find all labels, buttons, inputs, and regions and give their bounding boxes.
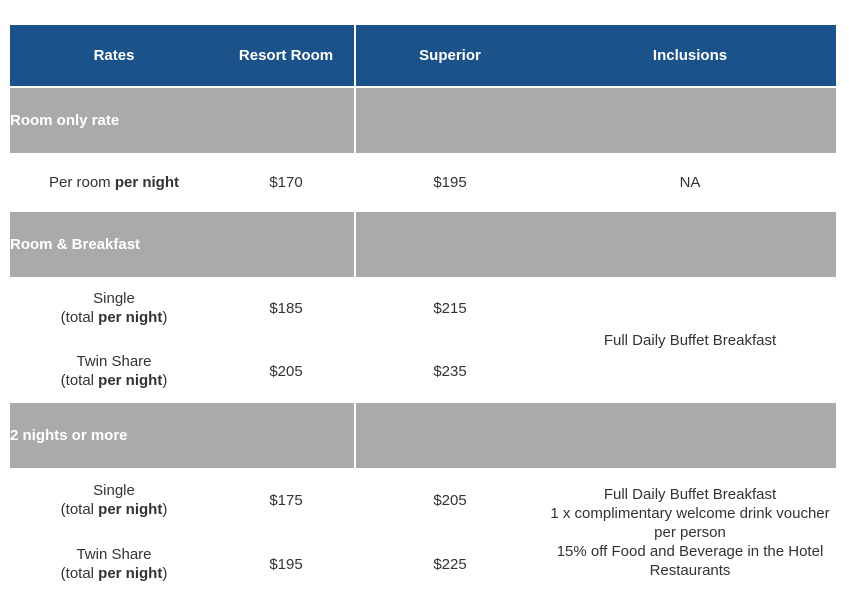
label-pre: (total <box>60 372 99 389</box>
label-bold: per night <box>98 501 163 518</box>
section-band-room-breakfast-empty <box>354 212 836 277</box>
cell-two-nights-twin-resort-rate: $195 <box>218 532 354 596</box>
cell-per-room-superior-rate: $195 <box>354 153 544 212</box>
label-bold: per night <box>98 565 163 582</box>
section-label-room-only: Room only rate <box>10 88 354 153</box>
header-cell-superior: Superior <box>354 25 544 88</box>
breakfast-single-line1: Single <box>93 290 135 307</box>
cell-two-nights-single-label: Single (total per night) <box>10 468 218 532</box>
label-bold: per night <box>98 372 163 389</box>
cell-two-nights-single-superior-rate: $205 <box>354 468 544 532</box>
cell-breakfast-twin-resort-rate: $205 <box>218 339 354 403</box>
row-breakfast-single: Single (total per night) $185 $215 Full … <box>10 277 836 403</box>
per-room-label-bold: per night <box>114 174 180 191</box>
label-pre: (total <box>60 309 99 326</box>
row-two-nights-single: Single (total per night) $175 $205 Full … <box>10 468 836 596</box>
label-pre: (total <box>60 501 99 518</box>
two-nights-inclusion-3: 15% off Food and Beverage in the Hotel R… <box>556 542 824 579</box>
table-header-row: Rates Resort Room Superior Inclusions <box>10 25 836 88</box>
breakfast-single-line2: (total per night) <box>10 308 218 327</box>
cell-breakfast-single-superior-rate: $215 <box>354 277 544 339</box>
cell-two-nights-twin-label: Twin Share (total per night) <box>10 532 218 596</box>
label-pre: (total <box>60 565 99 582</box>
header-cell-inclusions: Inclusions <box>544 25 836 88</box>
section-band-room-only-empty <box>354 88 836 153</box>
cell-per-room-resort-rate: $170 <box>218 153 354 212</box>
label-post: ) <box>162 565 168 582</box>
rates-table: Rates Resort Room Superior Inclusions Ro… <box>10 25 836 596</box>
cell-per-room-label: Per room per night <box>10 153 218 212</box>
section-label-two-nights: 2 nights or more <box>10 403 354 468</box>
section-band-room-only: Room only rate <box>10 88 836 153</box>
row-two-nights-twin: Twin Share (total per night) $195 $225 <box>10 532 836 596</box>
row-breakfast-twin: Twin Share (total per night) $205 $235 <box>10 339 836 403</box>
label-post: ) <box>162 501 168 518</box>
two-nights-inclusion-1: Full Daily Buffet Breakfast <box>603 485 777 503</box>
two-nights-single-line2: (total per night) <box>10 500 218 519</box>
section-band-room-breakfast: Room & Breakfast <box>10 212 836 277</box>
label-post: ) <box>162 372 168 389</box>
two-nights-inclusion-2: 1 x complimentary welcome drink voucher … <box>550 504 830 541</box>
per-room-label-regular: Per room <box>48 174 115 191</box>
section-label-room-breakfast: Room & Breakfast <box>10 212 354 277</box>
breakfast-twin-line2: (total per night) <box>10 371 218 390</box>
row-per-room: Per room per night $170 $195 NA <box>10 153 836 212</box>
two-nights-twin-line1: Twin Share <box>76 546 152 563</box>
breakfast-twin-line1: Twin Share <box>76 353 152 370</box>
two-nights-single-line1: Single <box>93 482 135 499</box>
header-cell-rates: Rates <box>10 25 218 88</box>
cell-breakfast-twin-superior-rate: $235 <box>354 339 544 403</box>
section-band-two-nights: 2 nights or more <box>10 403 836 468</box>
section-band-two-nights-empty <box>354 403 836 468</box>
cell-breakfast-single-resort-rate: $185 <box>218 277 354 339</box>
label-bold: per night <box>98 309 163 326</box>
two-nights-twin-line2: (total per night) <box>10 564 218 583</box>
cell-two-nights-twin-superior-rate: $225 <box>354 532 544 596</box>
cell-two-nights-single-resort-rate: $175 <box>218 468 354 532</box>
cell-per-room-inclusions: NA <box>544 153 836 212</box>
label-post: ) <box>162 309 168 326</box>
header-cell-resort-room: Resort Room <box>218 25 354 88</box>
cell-two-nights-inclusions: Full Daily Buffet Breakfast 1 x complime… <box>544 468 836 596</box>
cell-breakfast-twin-label: Twin Share (total per night) <box>10 339 218 403</box>
cell-breakfast-inclusions: Full Daily Buffet Breakfast <box>544 277 836 403</box>
cell-breakfast-single-label: Single (total per night) <box>10 277 218 339</box>
